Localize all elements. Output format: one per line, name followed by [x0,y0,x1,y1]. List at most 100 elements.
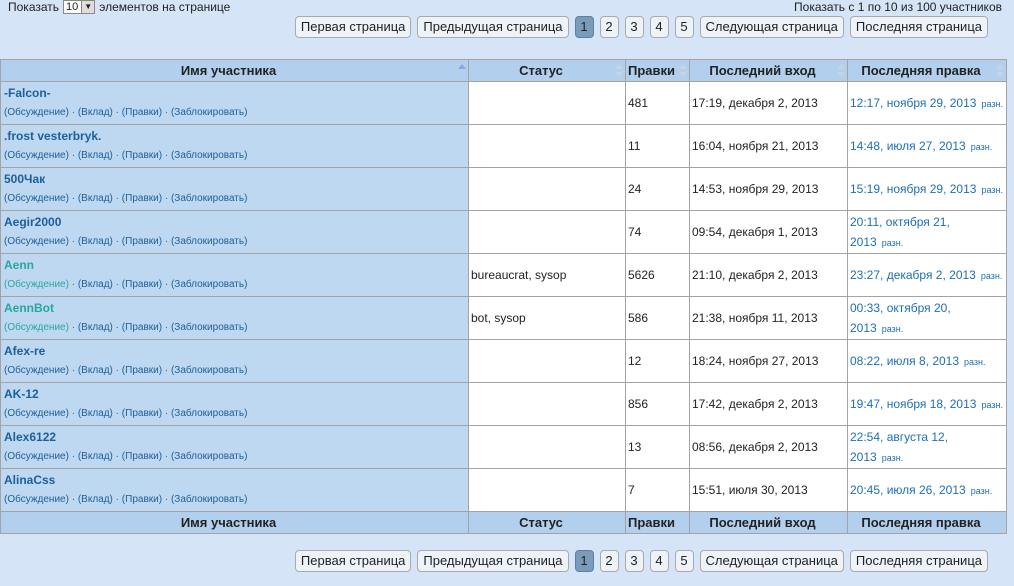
talk-link[interactable]: (Обсуждение) [4,451,69,462]
rights-link[interactable]: (Правки) [121,494,163,505]
rights-link[interactable]: (Правки) [121,451,163,462]
page-button-1[interactable]: 1 [574,550,594,572]
page-button-5[interactable]: 5 [674,550,694,572]
sort-icon[interactable] [679,64,687,78]
column-header-0[interactable]: Имя участника [0,511,469,534]
member-name-link[interactable]: Aegir2000 [4,215,62,229]
talk-link[interactable]: (Обсуждение) [4,408,69,419]
page-button-3[interactable]: 3 [624,16,644,38]
last-edit-link[interactable]: 00:33, октября 20, 2013 [850,300,951,335]
member-name-link[interactable]: Afex-re [4,344,46,358]
member-name-link[interactable]: AlinaCss [4,473,56,487]
page-button-4[interactable]: 4 [649,16,669,38]
column-header-1[interactable]: Статус [468,511,626,534]
page-button-1[interactable]: 1 [574,16,594,38]
diff-link[interactable]: разн. [981,184,1003,195]
last-edit-link[interactable]: 20:45, июля 26, 2013 [850,482,966,497]
diff-link[interactable]: разн. [970,141,993,152]
contribs-link[interactable]: (Вклад) [77,279,113,290]
contribs-link[interactable]: (Вклад) [77,451,113,462]
column-header-3[interactable]: Последний вход [689,59,848,82]
member-name-link[interactable]: .frost vesterbryk. [4,129,102,143]
column-header-2[interactable]: Правки [625,511,690,534]
diff-link[interactable]: разн. [881,452,904,463]
column-header-4[interactable]: Последняя правка [847,511,1007,534]
block-link[interactable]: (Заблокировать) [170,150,248,161]
last-edit-link[interactable]: 12:17, ноября 29, 2013 [850,95,977,110]
next-page-button[interactable]: Следующая страница [699,550,844,572]
rights-link[interactable]: (Правки) [121,322,163,333]
block-link[interactable]: (Заблокировать) [170,279,248,290]
contribs-link[interactable]: (Вклад) [77,193,113,204]
last-edit-link[interactable]: 20:11, октября 21, 2013 [850,214,950,249]
member-name-link[interactable]: AK-12 [4,387,39,401]
diff-link[interactable]: разн. [981,98,1003,109]
talk-link[interactable]: (Обсуждение) [4,150,69,161]
diff-link[interactable]: разн. [970,485,993,496]
talk-link[interactable]: (Обсуждение) [4,193,69,204]
last-edit-link[interactable]: 19:47, ноября 18, 2013 [850,396,977,411]
rights-link[interactable]: (Правки) [121,236,163,247]
diff-link[interactable]: разн. [881,323,904,334]
last-edit-link[interactable]: 22:54, августа 12, 2013 [850,429,949,464]
block-link[interactable]: (Заблокировать) [170,494,248,505]
last-edit-link[interactable]: 14:48, июля 27, 2013 [850,138,966,153]
column-header-0[interactable]: Имя участника [0,59,469,82]
page-button-2[interactable]: 2 [599,550,619,572]
page-button-3[interactable]: 3 [624,550,644,572]
page-button-4[interactable]: 4 [649,550,669,572]
block-link[interactable]: (Заблокировать) [170,236,248,247]
last-edit-link[interactable]: 08:22, июля 8, 2013 [850,353,960,368]
last-page-button[interactable]: Последняя страница [849,16,988,38]
sort-icon[interactable] [996,64,1004,78]
column-header-3[interactable]: Последний вход [689,511,848,534]
block-link[interactable]: (Заблокировать) [170,107,248,118]
member-name-link[interactable]: 500Чак [4,172,46,186]
rights-link[interactable]: (Правки) [121,150,163,161]
contribs-link[interactable]: (Вклад) [77,236,113,247]
block-link[interactable]: (Заблокировать) [170,365,248,376]
member-name-link[interactable]: Aenn [4,258,34,272]
rights-link[interactable]: (Правки) [121,193,163,204]
block-link[interactable]: (Заблокировать) [170,322,248,333]
diff-link[interactable]: разн. [964,356,986,367]
column-header-2[interactable]: Правки [625,59,690,82]
block-link[interactable]: (Заблокировать) [170,451,248,462]
member-name-link[interactable]: Alex6122 [4,430,57,444]
contribs-link[interactable]: (Вклад) [77,408,113,419]
column-header-1[interactable]: Статус [468,59,626,82]
sort-icon[interactable] [615,64,623,78]
block-link[interactable]: (Заблокировать) [170,193,248,204]
contribs-link[interactable]: (Вклад) [77,322,113,333]
diff-link[interactable]: разн. [881,237,904,248]
column-header-4[interactable]: Последняя правка [847,59,1007,82]
member-name-link[interactable]: AennBot [4,301,54,315]
last-page-button[interactable]: Последняя страница [849,550,988,572]
contribs-link[interactable]: (Вклад) [77,150,113,161]
prev-page-button[interactable]: Предыдущая страница [417,16,569,38]
sort-icon[interactable] [837,64,845,78]
first-page-button[interactable]: Первая страница [294,550,412,572]
sort-asc-icon[interactable] [458,64,466,78]
last-edit-link[interactable]: 23:27, декабря 2, 2013 [850,267,976,282]
page-button-5[interactable]: 5 [674,16,694,38]
diff-link[interactable]: разн. [981,399,1003,410]
talk-link[interactable]: (Обсуждение) [4,322,69,333]
rights-link[interactable]: (Правки) [121,365,163,376]
first-page-button[interactable]: Первая страница [294,16,412,38]
page-button-2[interactable]: 2 [599,16,619,38]
block-link[interactable]: (Заблокировать) [170,408,248,419]
prev-page-button[interactable]: Предыдущая страница [417,550,569,572]
last-edit-link[interactable]: 15:19, ноября 29, 2013 [850,181,977,196]
rights-link[interactable]: (Правки) [121,279,163,290]
rights-link[interactable]: (Правки) [121,107,163,118]
contribs-link[interactable]: (Вклад) [77,107,113,118]
contribs-link[interactable]: (Вклад) [77,494,113,505]
talk-link[interactable]: (Обсуждение) [4,365,69,376]
page-size-select[interactable]: 10 ▼ [63,0,96,14]
member-name-link[interactable]: -Falcon- [4,86,51,100]
rights-link[interactable]: (Правки) [121,408,163,419]
talk-link[interactable]: (Обсуждение) [4,494,69,505]
next-page-button[interactable]: Следующая страница [699,16,844,38]
talk-link[interactable]: (Обсуждение) [4,279,69,290]
